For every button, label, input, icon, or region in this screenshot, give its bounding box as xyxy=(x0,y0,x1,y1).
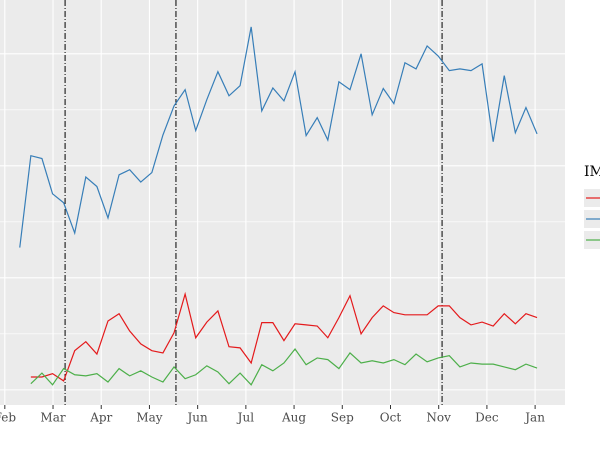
x-tick-label: Sep xyxy=(331,411,354,425)
x-tick-label: Oct xyxy=(380,411,402,425)
x-tick-label: Nov xyxy=(426,411,451,425)
legend-title: IM xyxy=(584,164,600,180)
x-tick-label: Mar xyxy=(40,411,65,425)
x-tick-label: Apr xyxy=(89,411,112,425)
series-line xyxy=(30,291,538,382)
x-tick-label: May xyxy=(136,411,162,425)
x-tick-label: Jul xyxy=(236,411,255,425)
panel xyxy=(0,0,565,405)
series-line xyxy=(30,347,538,386)
x-tick-label: Feb xyxy=(0,411,16,425)
x-tick-label: Dec xyxy=(475,411,499,425)
x-tick-label: Jun xyxy=(186,411,209,425)
series-line xyxy=(19,26,538,248)
x-tick-label: Aug xyxy=(281,411,306,425)
x-tick-label: Jan xyxy=(523,411,545,425)
